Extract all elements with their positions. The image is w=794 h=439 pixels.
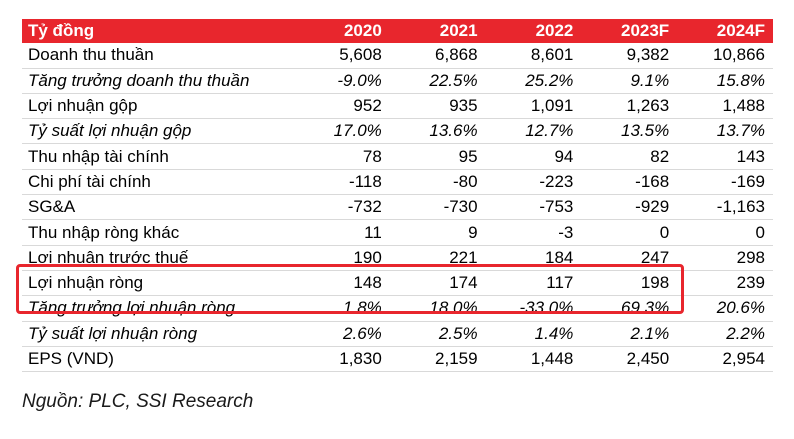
table-cell: 82 <box>581 143 678 170</box>
table-cell: 2.2% <box>677 321 773 347</box>
table-cell: 9 <box>389 219 486 246</box>
table-cell: 10,866 <box>677 43 773 69</box>
table-cell: 22.5% <box>389 68 486 94</box>
table-cell: 95 <box>389 143 486 170</box>
table-cell: 13.7% <box>677 118 773 145</box>
table-cell: 1,263 <box>581 93 678 120</box>
table-cell: 12.7% <box>485 118 582 145</box>
table-cell: 15.8% <box>677 68 773 94</box>
header-year: 2022 <box>485 19 582 44</box>
table-row: Thu nhập tài chính 78 95 94 82 143 <box>22 143 773 170</box>
table-cell: -753 <box>485 194 582 221</box>
table-cell: 25.2% <box>485 68 582 94</box>
table-cell: -929 <box>581 194 678 221</box>
table-cell: 94 <box>485 143 582 170</box>
table-cell: 8,601 <box>485 43 582 69</box>
table-cell: 9,382 <box>581 43 678 69</box>
table-row: Lợi nhuận ròng 148 174 117 198 239 <box>22 270 773 297</box>
table-cell: -9.0% <box>294 68 390 94</box>
row-label: Thu nhập ròng khác <box>22 219 294 246</box>
table-row: Tỷ suất lợi nhuận ròng 2.6% 2.5% 1.4% 2.1% 2.… <box>22 321 773 347</box>
header-year: 2020 <box>294 19 390 44</box>
row-label: Tỷ suất lợi nhuận gộp <box>22 118 294 145</box>
table-cell: 2,954 <box>677 346 773 373</box>
header-unit: Tỷ đồng <box>22 19 294 44</box>
table-cell: 6,868 <box>389 43 486 69</box>
table-cell: 0 <box>677 219 773 246</box>
table-cell: 935 <box>389 93 486 120</box>
table-cell: -3 <box>485 219 582 246</box>
table-row: EPS (VND) 1,830 2,159 1,448 2,450 2,954 <box>22 346 773 373</box>
table-cell: 117 <box>485 270 582 297</box>
table-cell: -169 <box>677 169 773 196</box>
table-cell: 13.6% <box>389 118 486 145</box>
financial-table: Tỷ đồng 2020 2021 2022 2023F 2024F Doanh… <box>22 19 773 373</box>
row-label: Tăng trưởng doanh thu thuần <box>22 68 294 94</box>
table-cell: 78 <box>294 143 390 170</box>
table-cell: 69.3% <box>581 295 678 322</box>
table-cell: 13.5% <box>581 118 678 145</box>
table-row: SG&A -732 -730 -753 -929 -1,163 <box>22 194 773 221</box>
table-cell: 143 <box>677 143 773 170</box>
table-cell: 1,448 <box>485 346 582 373</box>
row-label: Doanh thu thuần <box>22 43 294 69</box>
table-cell: -730 <box>389 194 486 221</box>
table-cell: 17.0% <box>294 118 390 145</box>
table-cell: 9.1% <box>581 68 678 94</box>
source-note: Nguồn: PLC, SSI Research <box>22 391 254 412</box>
table-row: Tăng trưởng doanh thu thuần -9.0% 22.5% 25.… <box>22 68 773 94</box>
table-cell: 239 <box>677 270 773 297</box>
table-row: Chi phí tài chính -118 -80 -223 -168 -169 <box>22 169 773 196</box>
table-cell: 2,159 <box>389 346 486 373</box>
header-year: 2024F <box>677 19 773 44</box>
table-cell: 5,608 <box>294 43 390 69</box>
table-cell: 2.1% <box>581 321 678 347</box>
row-label: Thu nhập tài chính <box>22 143 294 170</box>
table-cell: 2.6% <box>294 321 390 347</box>
table-cell: 1.4% <box>485 321 582 347</box>
table-row: Doanh thu thuần 5,608 6,868 8,601 9,382 10,86… <box>22 43 773 69</box>
row-label: Lợi nhuận gộp <box>22 93 294 120</box>
header-year: 2023F <box>581 19 678 44</box>
table-cell: 2,450 <box>581 346 678 373</box>
table-cell: 148 <box>294 270 390 297</box>
row-label: Tỷ suất lợi nhuận ròng <box>22 321 294 347</box>
table-cell: -1,163 <box>677 194 773 221</box>
row-label: Lợi nhuận ròng <box>22 270 294 297</box>
table-cell: 1,091 <box>485 93 582 120</box>
table-cell: -168 <box>581 169 678 196</box>
table-cell: 298 <box>677 245 773 271</box>
header-row: Tỷ đồng 2020 2021 2022 2023F 2024F <box>22 19 773 44</box>
row-label: Chi phí tài chính <box>22 169 294 196</box>
table-cell: 198 <box>581 270 678 297</box>
table-cell: 11 <box>294 219 390 246</box>
table-cell: 20.6% <box>677 295 773 322</box>
table-cell: -223 <box>485 169 582 196</box>
table-cell: 0 <box>581 219 678 246</box>
table-cell: -118 <box>294 169 390 196</box>
table-cell: 1,488 <box>677 93 773 120</box>
table-row: Tỷ suất lợi nhuận gộp 17.0% 13.6% 12.7% 13.5… <box>22 118 773 145</box>
table-cell: 1,830 <box>294 346 390 373</box>
row-label: SG&A <box>22 194 294 221</box>
table-cell: -80 <box>389 169 486 196</box>
table-row: Thu nhập ròng khác 11 9 -3 0 0 <box>22 219 773 246</box>
table-cell: -732 <box>294 194 390 221</box>
header-year: 2021 <box>389 19 486 44</box>
table-cell: 174 <box>389 270 486 297</box>
table-cell: 2.5% <box>389 321 486 347</box>
table-row: Lợi nhuận gộp 952 935 1,091 1,263 1,488 <box>22 93 773 120</box>
highlight-box <box>16 264 684 314</box>
row-label: EPS (VND) <box>22 346 294 373</box>
table-cell: 952 <box>294 93 390 120</box>
